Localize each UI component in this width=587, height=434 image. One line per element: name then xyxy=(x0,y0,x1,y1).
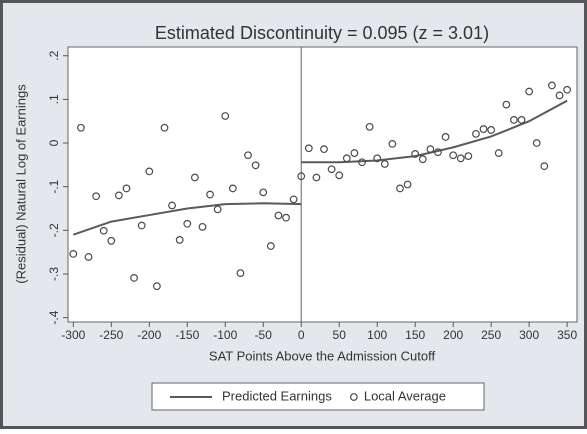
y-tick-label: -.4 xyxy=(47,310,61,324)
point xyxy=(426,145,435,154)
point xyxy=(479,125,488,133)
point xyxy=(517,115,526,124)
x-tick-label: -200 xyxy=(137,328,161,342)
point xyxy=(236,269,245,278)
y-axis-title: (Residual) Natural Log of Earnings xyxy=(13,84,28,284)
point xyxy=(122,184,131,193)
point xyxy=(175,236,184,244)
point xyxy=(274,211,283,220)
x-tick-label: -250 xyxy=(99,328,123,342)
y-tick-label: -.1 xyxy=(47,179,61,193)
x-tick-label: -50 xyxy=(255,328,273,342)
point xyxy=(441,133,450,141)
point xyxy=(190,173,199,182)
point xyxy=(228,184,237,193)
point xyxy=(411,150,420,158)
x-axis-title: SAT Points Above the Admission Cutoff xyxy=(209,348,436,363)
legend-swatch xyxy=(349,393,358,401)
y-tick-label: .2 xyxy=(47,50,61,60)
point xyxy=(183,219,192,228)
point xyxy=(99,226,108,235)
point xyxy=(456,154,465,163)
point xyxy=(365,122,374,131)
point xyxy=(494,149,503,157)
point xyxy=(152,282,161,291)
y-tick-label: .1 xyxy=(47,94,61,104)
x-tick-label: 200 xyxy=(443,328,463,342)
point xyxy=(206,190,214,199)
point xyxy=(327,165,336,174)
point xyxy=(388,140,397,148)
point xyxy=(297,172,306,181)
point xyxy=(487,126,496,134)
point xyxy=(472,129,480,138)
point xyxy=(137,221,146,230)
x-tick-label: 0 xyxy=(298,328,305,342)
point xyxy=(358,158,366,167)
point xyxy=(130,274,138,282)
point xyxy=(145,167,154,176)
point xyxy=(69,250,78,258)
point xyxy=(320,145,328,154)
point xyxy=(335,171,344,180)
point xyxy=(259,188,268,197)
x-tick-label: 150 xyxy=(405,328,425,342)
point xyxy=(160,123,169,132)
point xyxy=(373,154,382,163)
x-tick-label: 300 xyxy=(519,328,539,342)
point xyxy=(396,184,404,193)
point xyxy=(77,123,85,132)
point xyxy=(540,162,549,171)
point xyxy=(92,192,101,201)
point xyxy=(434,148,442,157)
point xyxy=(251,161,260,170)
point xyxy=(312,173,321,182)
point xyxy=(198,222,207,231)
point xyxy=(84,253,93,261)
point xyxy=(510,115,518,124)
plot-area xyxy=(67,46,578,323)
point xyxy=(168,201,176,210)
point xyxy=(418,155,427,164)
x-tick-label: -100 xyxy=(213,328,237,342)
legend-label: Local Average xyxy=(364,388,446,403)
point xyxy=(403,180,412,189)
point xyxy=(342,154,351,163)
point xyxy=(350,149,359,157)
point xyxy=(221,112,230,120)
x-tick-label: 100 xyxy=(367,328,387,342)
point xyxy=(282,213,290,222)
y-tick-label: 0 xyxy=(47,139,61,146)
y-tick-label: -.2 xyxy=(47,223,61,237)
point xyxy=(532,139,541,147)
point xyxy=(107,236,116,245)
point xyxy=(304,144,313,153)
point xyxy=(114,191,123,200)
legend-label: Predicted Earnings xyxy=(222,388,332,403)
point xyxy=(449,151,458,160)
y-tick-label: -.3 xyxy=(47,267,61,281)
point xyxy=(563,85,572,94)
point xyxy=(380,160,389,168)
x-tick-label: 50 xyxy=(333,328,347,342)
x-tick-label: 250 xyxy=(481,328,501,342)
point xyxy=(464,152,473,161)
point xyxy=(548,81,556,90)
point xyxy=(525,87,534,96)
point xyxy=(555,91,564,100)
point xyxy=(289,195,298,204)
point xyxy=(266,242,275,250)
point xyxy=(213,205,222,214)
point xyxy=(244,151,252,160)
x-tick-label: -150 xyxy=(175,328,199,342)
point xyxy=(502,100,511,109)
x-tick-label: 350 xyxy=(557,328,577,342)
chart-title: Estimated Discontinuity = 0.095 (z = 3.0… xyxy=(155,23,489,43)
x-tick-label: -300 xyxy=(61,328,85,342)
